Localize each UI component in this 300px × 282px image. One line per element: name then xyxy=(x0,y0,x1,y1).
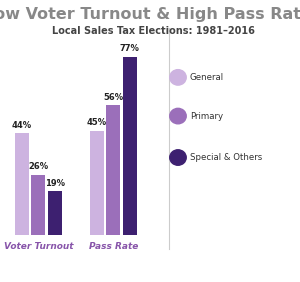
FancyBboxPatch shape xyxy=(15,133,29,235)
Text: Voter Turnout: Voter Turnout xyxy=(4,242,73,251)
Circle shape xyxy=(170,150,186,165)
FancyBboxPatch shape xyxy=(90,131,104,235)
Text: Pass Rate: Pass Rate xyxy=(88,242,138,251)
FancyBboxPatch shape xyxy=(123,57,137,235)
Text: Special & Others: Special & Others xyxy=(190,153,262,162)
Text: 56%: 56% xyxy=(103,93,123,102)
Text: 19%: 19% xyxy=(45,179,65,188)
Text: 77%: 77% xyxy=(120,44,140,53)
Text: Local Sales Tax Elections: 1981–2016: Local Sales Tax Elections: 1981–2016 xyxy=(52,26,254,36)
FancyBboxPatch shape xyxy=(48,191,62,235)
Circle shape xyxy=(170,108,186,124)
Text: 44%: 44% xyxy=(12,121,32,130)
Text: General: General xyxy=(190,73,224,82)
Circle shape xyxy=(170,70,186,85)
FancyBboxPatch shape xyxy=(106,105,120,235)
FancyBboxPatch shape xyxy=(31,175,45,235)
Text: Low Voter Turnout & High Pass Rates: Low Voter Turnout & High Pass Rates xyxy=(0,7,300,22)
Text: 45%: 45% xyxy=(87,118,107,127)
Text: Primary: Primary xyxy=(190,112,223,121)
Text: 26%: 26% xyxy=(28,162,48,171)
